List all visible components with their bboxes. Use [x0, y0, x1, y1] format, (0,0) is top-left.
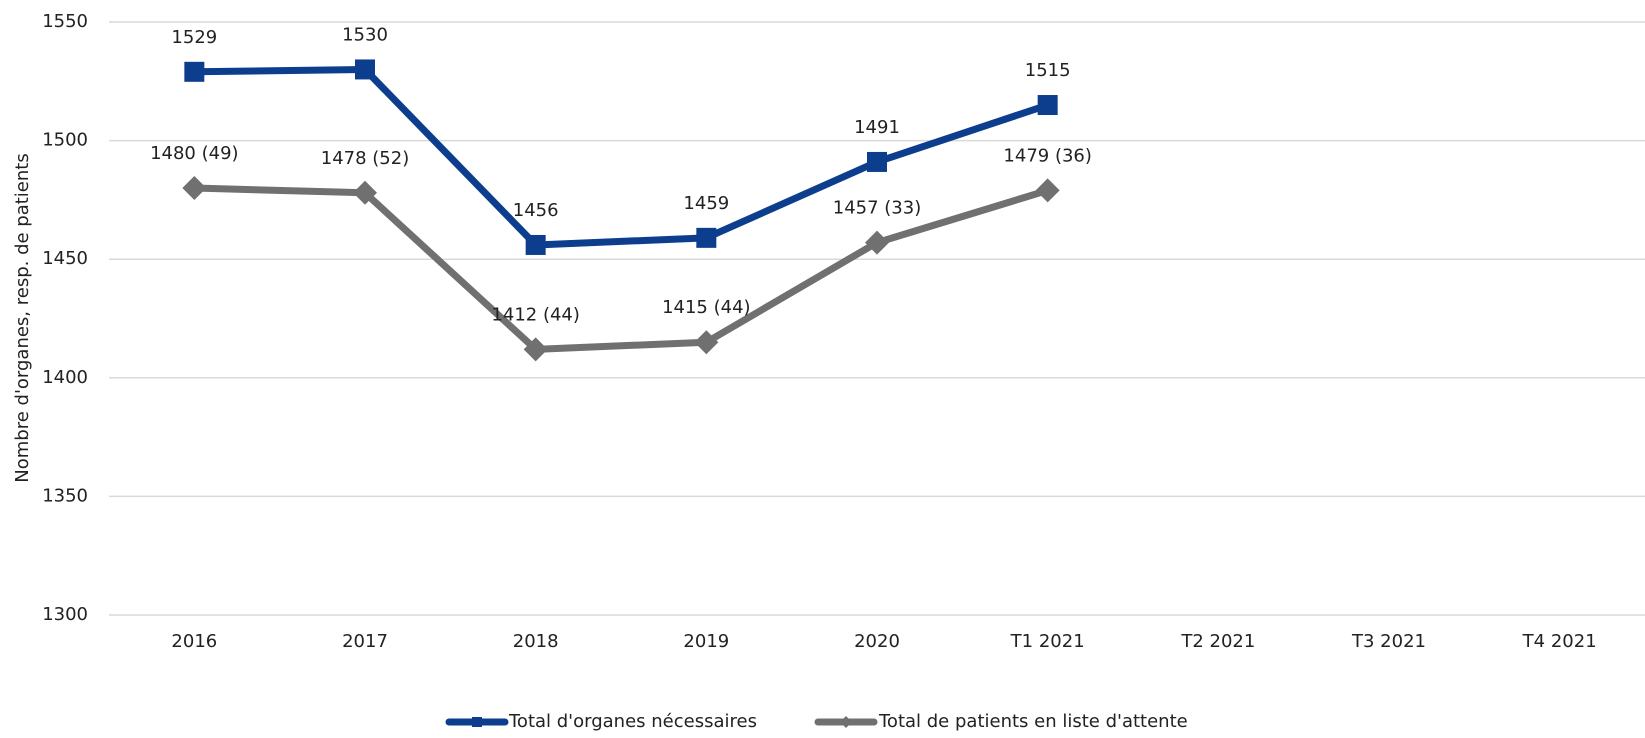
x-tick-label: 2020 — [854, 631, 900, 652]
x-tick-label: 2019 — [683, 631, 729, 652]
legend-marker — [472, 717, 482, 727]
data-label: 1530 — [342, 24, 388, 45]
data-point — [523, 337, 548, 362]
y-tick-label: 1450 — [42, 248, 88, 269]
legend-label: Total d'organes nécessaires — [508, 711, 757, 732]
y-axis-label: Nombre d'organes, resp. de patients — [12, 153, 33, 482]
x-tick-label: 2016 — [171, 631, 217, 652]
series-line — [194, 65, 1049, 249]
x-tick-label: T2 2021 — [1180, 631, 1255, 652]
y-tick-label: 1300 — [42, 604, 88, 625]
data-label: 1412 (44) — [491, 304, 579, 325]
y-tick-label: 1400 — [42, 367, 88, 388]
y-tick-label: 1550 — [42, 11, 88, 32]
data-label: 1480 (49) — [150, 143, 238, 164]
data-point — [525, 234, 546, 255]
data-point — [865, 230, 889, 255]
data-label: 1478 (52) — [321, 148, 409, 169]
legend-marker — [840, 716, 852, 728]
data-label: 1415 (44) — [662, 297, 750, 318]
data-label: 1529 — [171, 27, 217, 48]
data-point — [694, 330, 719, 355]
y-tick-label: 1350 — [42, 485, 88, 506]
x-tick-label: T3 2021 — [1351, 631, 1426, 652]
x-tick-label: 2018 — [513, 631, 559, 652]
data-point — [1037, 95, 1058, 116]
data-label: 1515 — [1025, 60, 1071, 81]
data-label: 1491 — [854, 117, 900, 138]
x-tick-label: T4 2021 — [1522, 631, 1597, 652]
x-tick-label: 2017 — [342, 631, 388, 652]
data-point — [355, 59, 375, 80]
data-label: 1459 — [683, 193, 729, 214]
legend-label: Total de patients en liste d'attente — [878, 711, 1188, 732]
data-point — [353, 180, 377, 205]
data-label: 1457 (33) — [833, 198, 921, 219]
series-line — [194, 184, 1049, 353]
y-tick-label: 1500 — [42, 130, 88, 151]
data-label: 1456 — [513, 200, 559, 221]
data-point — [184, 61, 205, 82]
data-point — [1035, 178, 1060, 203]
data-point — [696, 227, 717, 248]
x-tick-label: T1 2021 — [1010, 631, 1085, 652]
data-point — [182, 176, 207, 201]
data-label: 1479 (36) — [1003, 145, 1091, 166]
data-point — [867, 151, 887, 172]
